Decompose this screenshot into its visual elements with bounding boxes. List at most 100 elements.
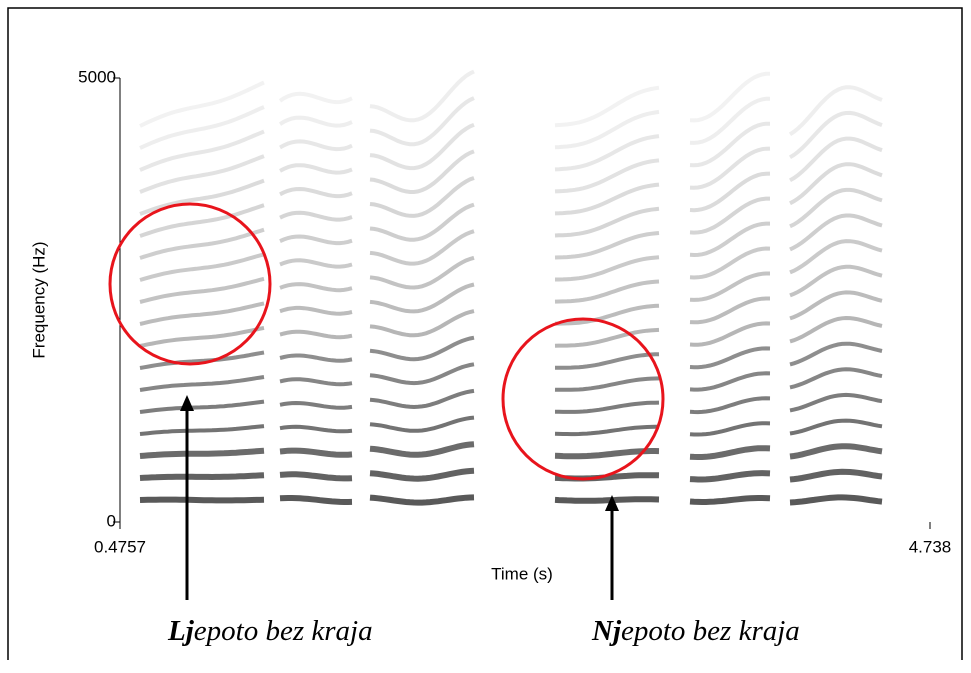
harmonic xyxy=(279,234,353,246)
harmonic xyxy=(554,134,660,172)
harmonic xyxy=(689,246,771,280)
caption: Njepoto bez kraja xyxy=(591,615,800,647)
harmonic xyxy=(139,496,265,504)
harmonic xyxy=(279,186,353,199)
harmonic xyxy=(369,202,475,242)
harmonic xyxy=(279,447,353,458)
harmonic xyxy=(278,115,353,128)
harmonic xyxy=(139,325,265,348)
harmonic xyxy=(689,470,771,483)
harmonic xyxy=(139,350,265,370)
harmonic xyxy=(279,139,353,152)
harmonic xyxy=(689,371,771,392)
harmonic xyxy=(555,255,660,282)
harmonic xyxy=(279,353,353,363)
spectrogram xyxy=(139,69,883,506)
harmonic xyxy=(139,105,265,150)
harmonic xyxy=(789,392,883,413)
harmonic xyxy=(369,176,475,218)
harmonic xyxy=(369,69,475,123)
harmonic xyxy=(689,146,771,190)
harmonic xyxy=(554,496,660,504)
harmonic xyxy=(279,210,353,222)
harmonic xyxy=(554,327,660,348)
harmonic xyxy=(689,346,771,370)
caption-bold: Lj xyxy=(167,615,195,647)
harmonic xyxy=(554,376,660,392)
harmonic xyxy=(789,367,883,390)
harmonic xyxy=(788,110,883,160)
harmonic xyxy=(369,494,475,506)
harmonic xyxy=(555,352,660,370)
harmonic xyxy=(554,231,660,260)
harmonic xyxy=(139,227,265,260)
harmonic xyxy=(689,121,770,168)
harmonic xyxy=(689,396,771,415)
harmonic xyxy=(789,264,883,298)
harmonic xyxy=(789,136,883,183)
harmonic xyxy=(139,252,265,282)
harmonic xyxy=(789,468,883,483)
highlight-circle xyxy=(501,317,665,481)
harmonic xyxy=(139,276,265,304)
caption-text: epoto bez kraja xyxy=(621,615,800,647)
harmonic xyxy=(689,196,770,235)
harmonic xyxy=(369,229,475,266)
harmonic xyxy=(369,122,475,171)
harmonic xyxy=(139,154,265,194)
harmonic xyxy=(789,213,883,252)
harmonic xyxy=(554,206,660,238)
harmonic xyxy=(139,424,265,436)
caption-text: epoto bez kraja xyxy=(194,615,373,647)
harmonic xyxy=(689,421,771,437)
harmonic xyxy=(279,424,353,434)
highlight-circle xyxy=(108,202,272,366)
harmonic xyxy=(789,187,883,229)
harmonic xyxy=(554,158,660,194)
harmonic xyxy=(139,375,265,392)
harmonic xyxy=(555,400,660,414)
harmonic xyxy=(555,303,660,326)
harmonic xyxy=(369,149,475,194)
harmonic xyxy=(369,282,475,314)
harmonic xyxy=(279,377,353,387)
harmonic xyxy=(279,329,353,340)
harmonic xyxy=(369,255,475,290)
y-axis-label: Frequency (Hz) xyxy=(29,241,48,358)
harmonic xyxy=(139,472,265,481)
harmonic xyxy=(279,163,353,175)
arrow-head xyxy=(180,395,194,411)
harmonic xyxy=(788,85,883,136)
harmonic xyxy=(369,441,475,458)
harmonic xyxy=(789,443,883,460)
harmonic xyxy=(139,129,265,172)
harmonic xyxy=(554,109,660,150)
harmonic xyxy=(789,239,883,275)
harmonic xyxy=(689,445,771,460)
harmonic xyxy=(689,71,771,123)
harmonic xyxy=(789,418,883,436)
harmonic xyxy=(279,305,353,316)
harmonic xyxy=(689,96,771,145)
y-tick-label: 0 xyxy=(107,511,116,530)
harmonic xyxy=(689,221,770,258)
harmonic xyxy=(369,415,475,433)
harmonic xyxy=(279,258,353,269)
harmonic xyxy=(789,162,883,206)
harmonic xyxy=(279,282,353,293)
harmonic xyxy=(369,362,475,386)
harmonic xyxy=(689,296,770,325)
harmonic xyxy=(139,203,265,238)
harmonic xyxy=(554,424,659,437)
x-tick-label: 0.4757 xyxy=(94,537,146,556)
harmonic xyxy=(369,309,475,338)
harmonic xyxy=(789,315,883,344)
arrow-head xyxy=(605,495,619,511)
x-tick-label: 4.738 xyxy=(909,537,952,556)
harmonic xyxy=(369,335,475,362)
caption: Ljepoto bez kraja xyxy=(167,615,373,647)
harmonic xyxy=(278,91,353,105)
frame xyxy=(7,7,963,660)
harmonic xyxy=(139,178,265,216)
